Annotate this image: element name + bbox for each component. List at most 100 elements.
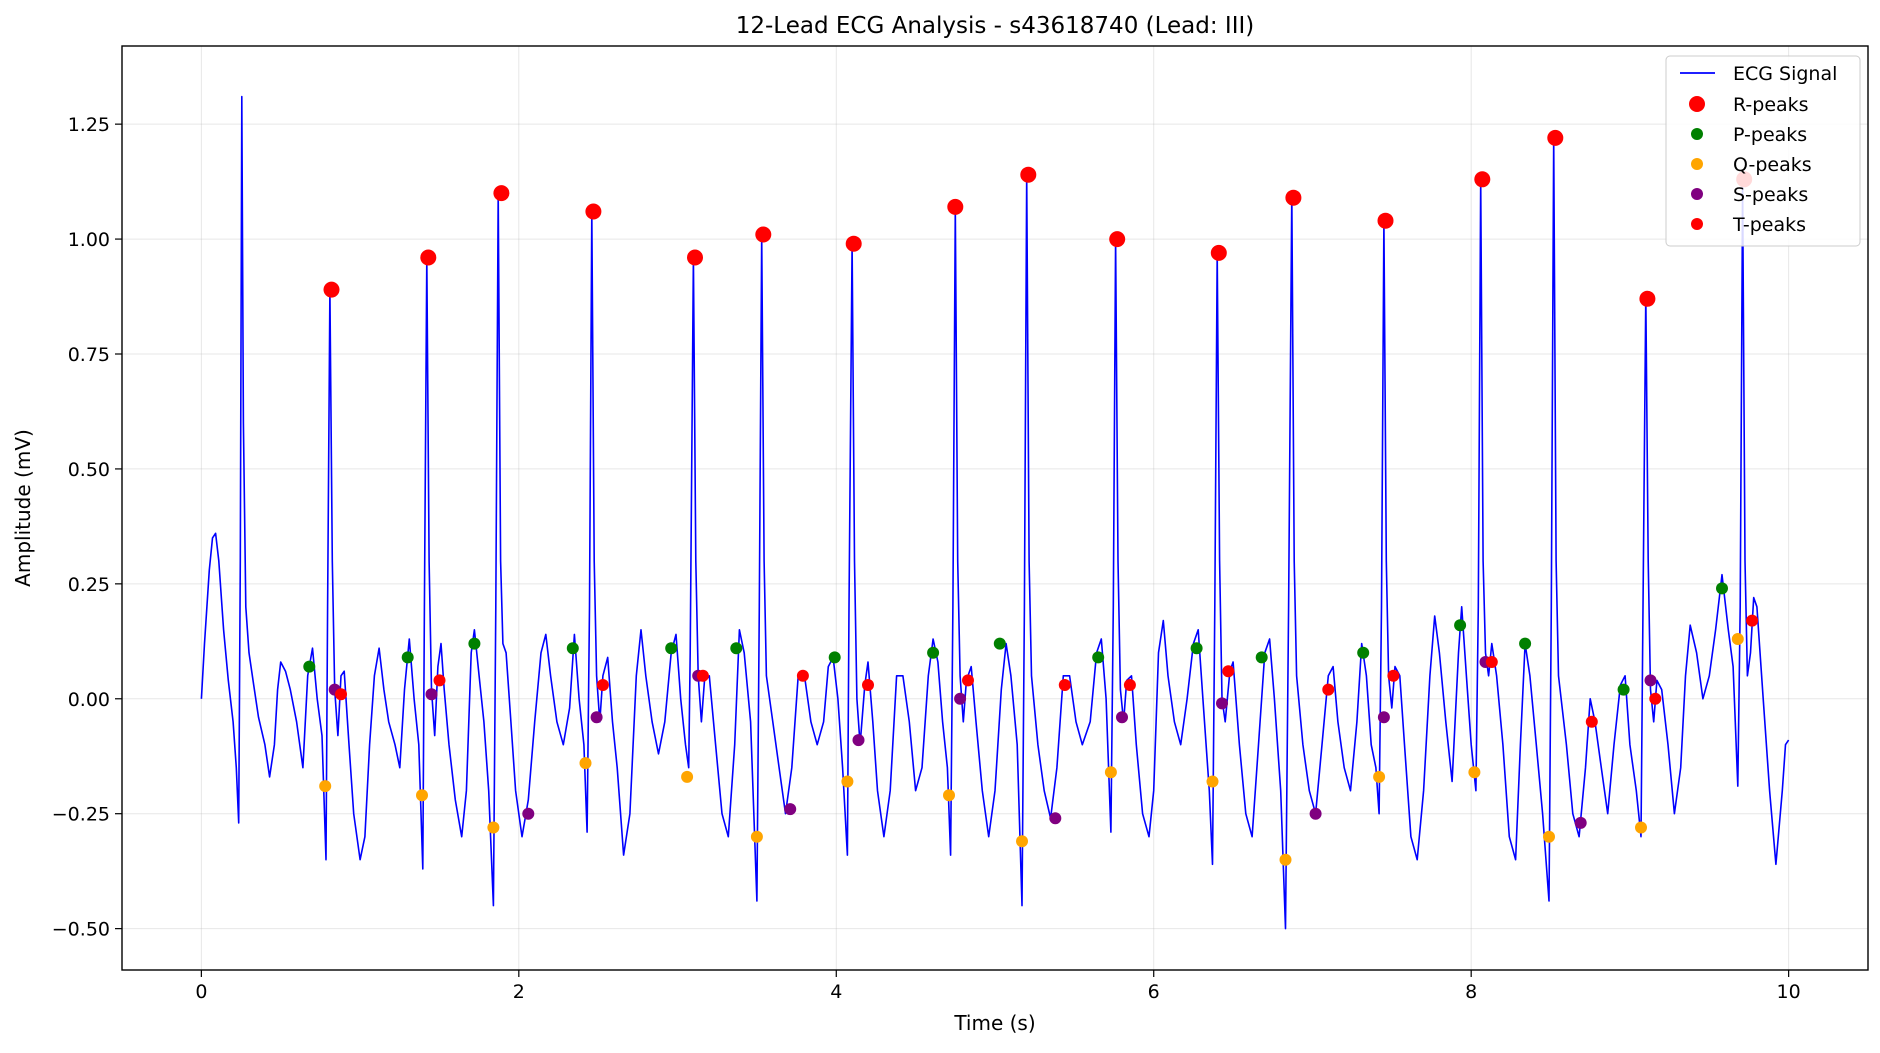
q-peaks-marker xyxy=(681,770,694,783)
legend: ECG Signal R-peaks P-peaks Q-peaks S-pea… xyxy=(1665,55,1861,247)
p-peaks-marker xyxy=(566,642,579,655)
y-tick-label: 1.25 xyxy=(68,114,110,136)
r-peaks-marker xyxy=(687,249,703,266)
r-peaks-marker xyxy=(755,226,772,243)
t-peaks-marker xyxy=(696,669,709,682)
legend-label-ecg-signal: ECG Signal xyxy=(1733,63,1837,85)
t-peaks-marker xyxy=(1222,665,1235,678)
r-peaks-marker xyxy=(1020,166,1037,183)
p-peaks-marker xyxy=(730,642,743,655)
x-tick-label: 2 xyxy=(513,981,525,1003)
s-peaks-marker xyxy=(852,734,865,747)
r-peaks-marker xyxy=(1210,244,1227,261)
r-peaks-marker xyxy=(1285,189,1302,206)
r-peaks-marker xyxy=(1547,129,1564,146)
q-peaks-marker xyxy=(1279,853,1292,866)
legend-label-t-peaks: T-peaks xyxy=(1732,214,1806,236)
legend-swatch-t-peaks xyxy=(1691,218,1703,230)
r-peaks-marker xyxy=(947,198,964,215)
t-peaks-marker xyxy=(433,674,446,687)
p-peaks-marker xyxy=(665,642,678,655)
s-peaks-marker xyxy=(954,692,967,705)
s-peaks-marker xyxy=(1574,816,1587,829)
t-peaks-marker xyxy=(1058,679,1071,691)
s-peaks-marker xyxy=(784,803,797,816)
s-peaks-marker xyxy=(425,688,438,701)
t-peaks-marker xyxy=(1585,715,1598,728)
s-peaks-marker xyxy=(1116,711,1128,724)
plot-frame xyxy=(121,45,1869,971)
s-peaks-marker xyxy=(1309,807,1322,820)
legend-swatch-p-peaks xyxy=(1691,128,1703,140)
legend-swatch-s-peaks xyxy=(1691,188,1703,200)
t-peaks-marker xyxy=(796,669,809,682)
legend-label-q-peaks: Q-peaks xyxy=(1733,154,1812,176)
q-peaks-marker xyxy=(1635,821,1647,834)
q-peaks-marker xyxy=(319,780,332,793)
t-peaks-marker xyxy=(1485,656,1498,668)
y-tick-label: 0.75 xyxy=(68,344,110,366)
x-tick-label: 10 xyxy=(1777,981,1801,1003)
q-peaks-marker xyxy=(1731,633,1744,645)
x-axis-label: Time (s) xyxy=(953,1011,1035,1035)
r-peaks-marker xyxy=(585,203,602,220)
p-peaks-marker xyxy=(468,637,481,650)
y-axis-label: Amplitude (mV) xyxy=(11,429,35,587)
x-tick-label: 4 xyxy=(830,981,842,1003)
q-peaks-marker xyxy=(750,830,763,843)
y-tick-label: −0.50 xyxy=(52,919,110,941)
marker-layer xyxy=(303,129,1759,866)
t-peaks-marker xyxy=(862,679,874,691)
q-peaks-marker xyxy=(943,789,955,802)
chart-title: 12-Lead ECG Analysis - s43618740 (Lead: … xyxy=(736,13,1255,39)
p-peaks-marker xyxy=(1454,619,1467,632)
x-tick-label: 0 xyxy=(195,981,207,1003)
r-peaks-marker xyxy=(493,185,510,202)
t-peaks-marker xyxy=(335,688,347,701)
p-peaks-marker xyxy=(1357,646,1370,659)
y-axis-ticks: −0.50 −0.25 0.00 0.25 0.50 0.75 1.00 1.25 xyxy=(52,114,122,941)
s-peaks-marker xyxy=(1377,711,1390,724)
q-peaks-marker xyxy=(841,775,854,788)
legend-label-p-peaks: P-peaks xyxy=(1733,124,1807,146)
legend-box xyxy=(1665,55,1861,247)
r-peaks-marker xyxy=(420,249,437,266)
s-peaks-marker xyxy=(1216,697,1228,710)
t-peaks-marker xyxy=(596,679,609,691)
p-peaks-marker xyxy=(1092,651,1105,664)
t-peaks-marker xyxy=(1649,692,1662,705)
x-axis-ticks: 0 2 4 6 8 10 xyxy=(195,970,1801,1003)
q-peaks-marker xyxy=(1373,770,1386,783)
t-peaks-marker xyxy=(1387,669,1400,682)
p-peaks-marker xyxy=(303,660,316,673)
q-peaks-marker xyxy=(579,757,592,770)
r-peaks-marker xyxy=(845,235,862,252)
q-peaks-marker xyxy=(416,789,428,802)
y-tick-label: 0.50 xyxy=(68,459,110,481)
q-peaks-marker xyxy=(1206,775,1219,788)
p-peaks-marker xyxy=(1716,582,1728,595)
q-peaks-marker xyxy=(1016,835,1028,848)
t-peaks-marker xyxy=(962,674,974,687)
p-peaks-marker xyxy=(1190,642,1203,655)
r-peaks-marker xyxy=(1474,171,1491,188)
q-peaks-marker xyxy=(487,821,500,834)
t-peaks-marker xyxy=(1123,679,1136,691)
p-peaks-marker xyxy=(1255,651,1268,664)
y-tick-label: 1.00 xyxy=(68,229,110,251)
y-tick-label: 0.25 xyxy=(68,574,110,596)
q-peaks-marker xyxy=(1543,830,1555,843)
p-peaks-marker xyxy=(993,637,1006,650)
p-peaks-marker xyxy=(401,651,414,664)
r-peaks-marker xyxy=(1639,290,1656,307)
p-peaks-marker xyxy=(828,651,841,664)
legend-label-r-peaks: R-peaks xyxy=(1733,94,1809,116)
r-peaks-marker xyxy=(1109,231,1126,248)
legend-swatch-r-peaks xyxy=(1689,96,1705,112)
p-peaks-marker xyxy=(927,646,940,659)
y-tick-label: −0.25 xyxy=(52,804,110,826)
s-peaks-marker xyxy=(522,807,535,820)
